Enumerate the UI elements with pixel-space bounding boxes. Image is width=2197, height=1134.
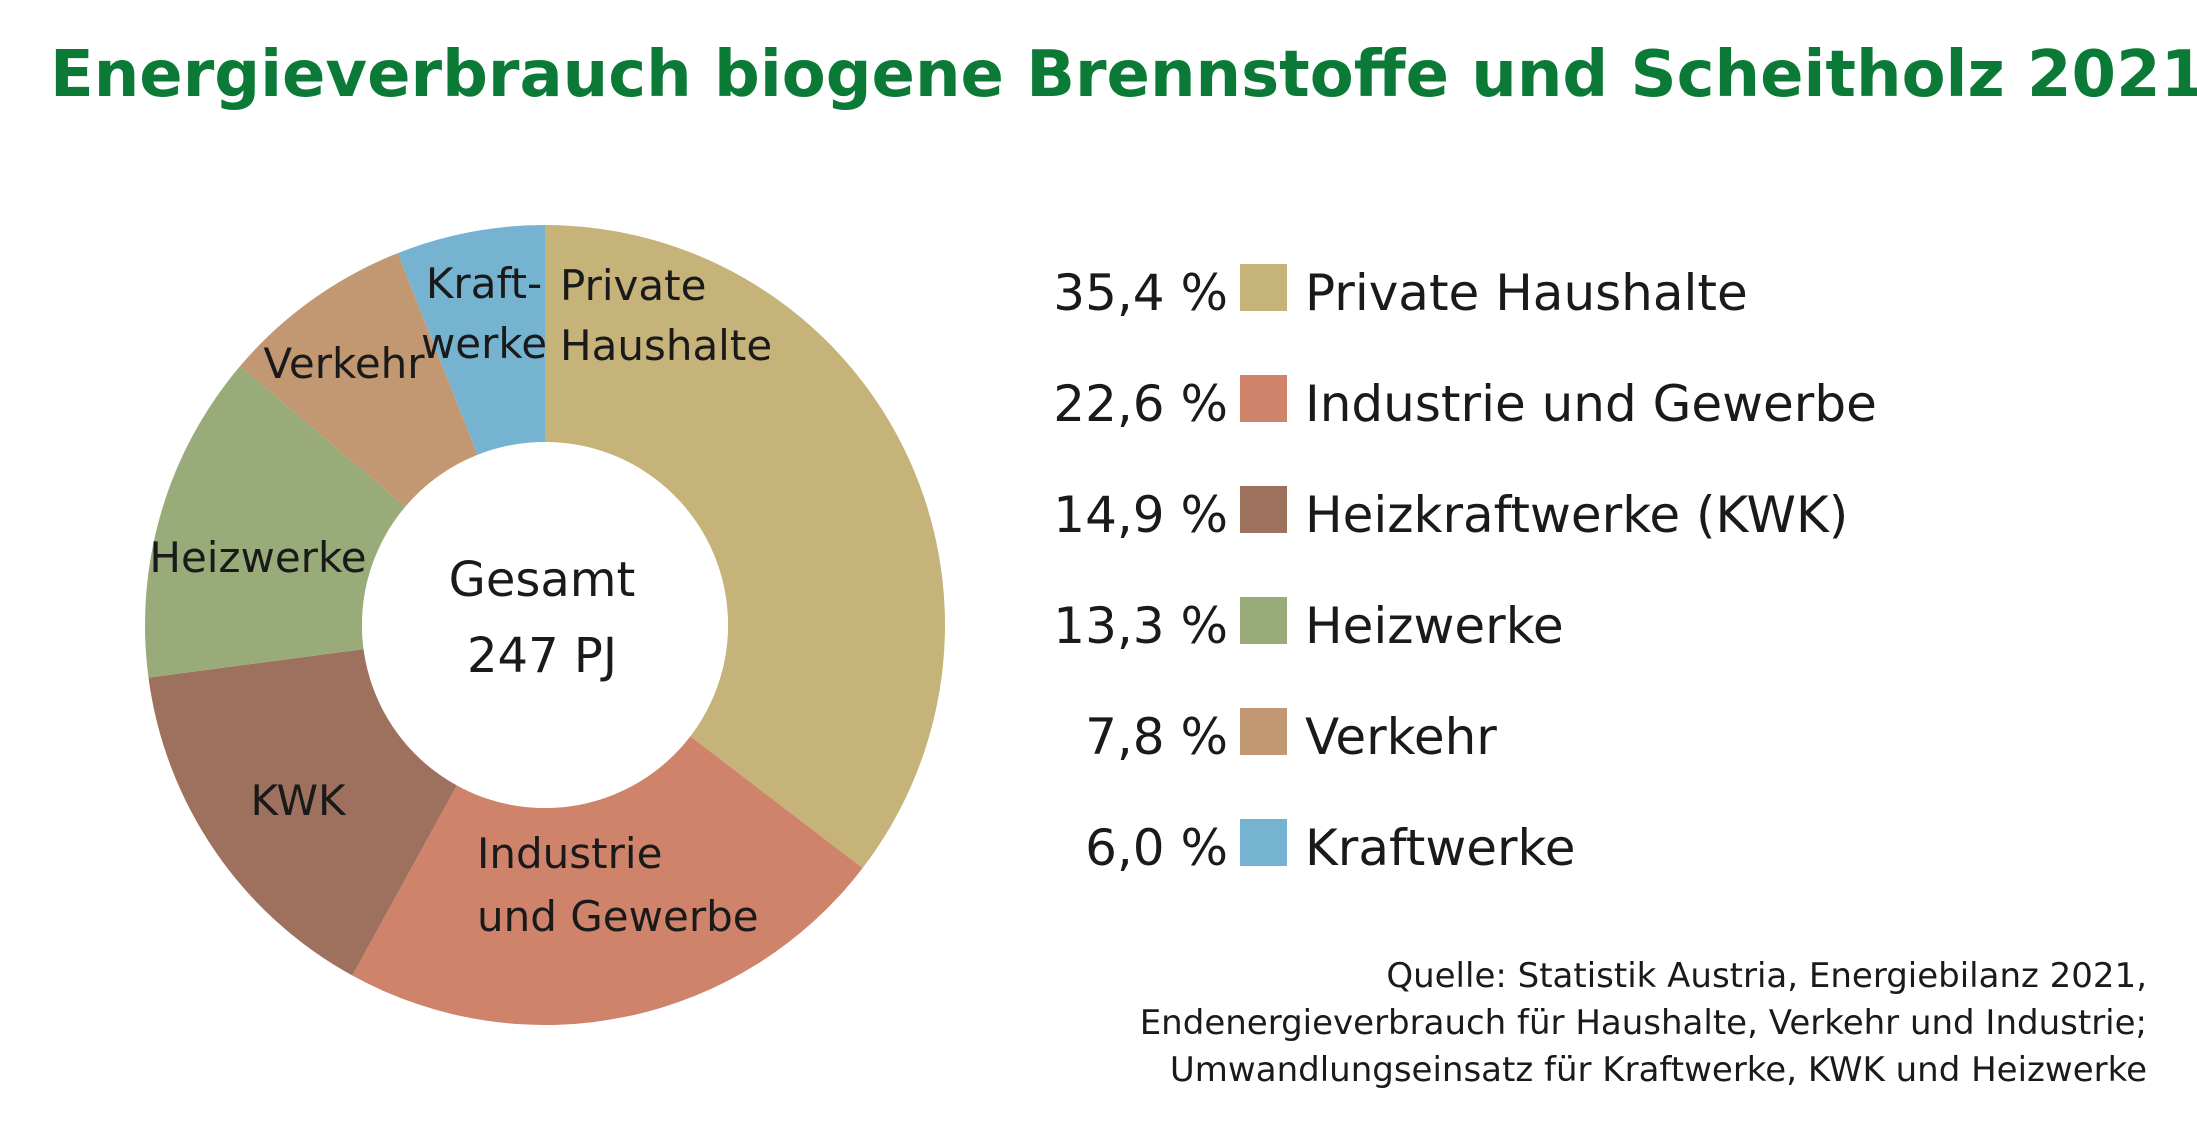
donut-hole [362,442,728,808]
slice-heizkraftwerke-kwk [148,649,457,976]
legend-percentage: 22,6 % [1053,375,1228,433]
legend-label: Private Haushalte [1305,264,1748,322]
source-line-1: Quelle: Statistik Austria, Energiebilanz… [1386,956,2147,996]
center-label-line-2: 247 PJ [467,628,617,684]
slice-industrie-und-gewerbe [352,736,863,1025]
legend: 35,4 % Private Haushalte 22,6 % Industrie u… [1000,255,1900,921]
slice-label-5: Kraft-werke [421,259,547,368]
legend-percentage: 13,3 % [1053,597,1228,655]
legend-percentage: 7,8 % [1085,708,1228,766]
legend-label: Heizkraftwerke (KWK) [1305,486,1849,544]
slice-label-4: Verkehr [263,339,425,388]
legend-label: Heizwerke [1305,597,1564,655]
source-line-2: Endenergieverbrauch für Haushalte, Verke… [1139,1003,2147,1043]
center-label-line-1: Gesamt [449,552,636,608]
legend-percentage: 14,9 % [1053,486,1228,544]
legend-item: 7,8 % Verkehr [1000,699,1900,810]
legend-swatch [1240,819,1287,866]
slice-label-3: Heizwerke [149,533,366,582]
legend-label: Industrie und Gewerbe [1305,375,1877,433]
legend-label: Kraftwerke [1305,819,1576,877]
legend-swatch [1240,708,1287,755]
slice-heizwerke [145,366,406,678]
legend-item: 22,6 % Industrie und Gewerbe [1000,366,1900,477]
legend-item: 6,0 % Kraftwerke [1000,810,1900,921]
legend-item: 14,9 % Heizkraftwerke (KWK) [1000,477,1900,588]
legend-swatch [1240,597,1287,644]
source-line-3: Umwandlungseinsatz für Kraftwerke, KWK u… [1169,1050,2147,1090]
legend-percentage: 35,4 % [1053,264,1228,322]
legend-swatch [1240,486,1287,533]
slice-label-1: Industrie und Gewerbe [477,829,759,941]
legend-item: 35,4 % Private Haushalte [1000,255,1900,366]
slice-kraftwerke [397,225,545,455]
slice-label-0: Private Haushalte [560,261,772,370]
source-note: Quelle: Statistik Austria, Energiebilanz… [1140,953,2147,1094]
slice-verkehr [240,253,478,507]
chart-title: Energieverbrauch biogene Brennstoffe und… [50,38,2197,112]
legend-item: 13,3 % Heizwerke [1000,588,1900,699]
legend-label: Verkehr [1305,708,1497,766]
legend-swatch [1240,264,1287,311]
legend-swatch [1240,375,1287,422]
legend-percentage: 6,0 % [1085,819,1228,877]
slice-private-haushalte [545,225,945,869]
slice-label-2: KWK [250,776,347,825]
